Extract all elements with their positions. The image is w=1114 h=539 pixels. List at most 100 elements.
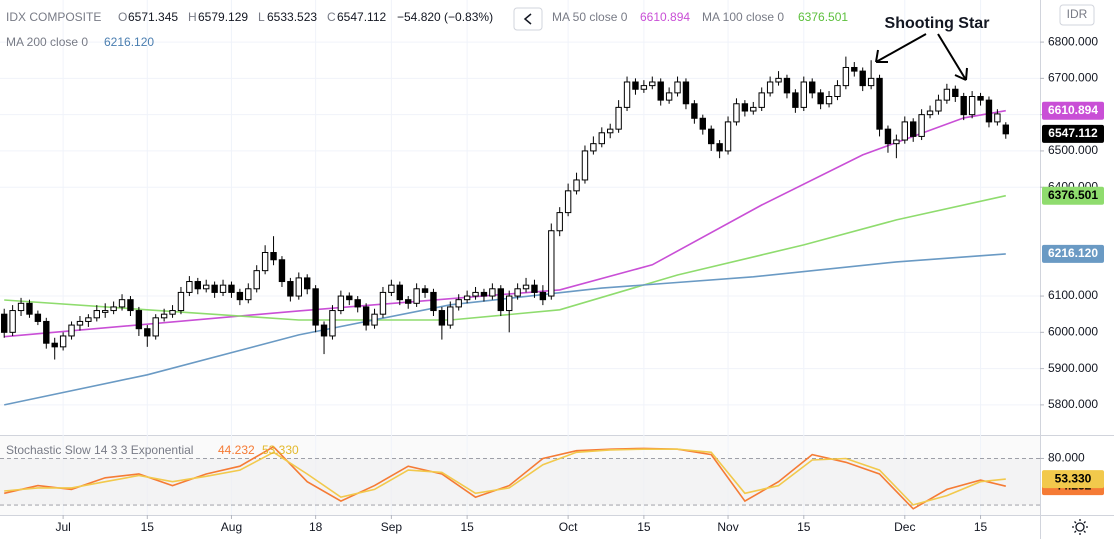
candle-body: [135, 310, 143, 330]
candle-body: [228, 284, 235, 293]
candle-body: [497, 288, 504, 312]
moving-average: [4, 253, 1006, 406]
candle-body: [716, 143, 723, 152]
candle-body: [463, 295, 471, 301]
candle-body: [674, 81, 681, 94]
candle-body: [160, 313, 168, 319]
arrow: [937, 33, 968, 81]
candle-body: [851, 66, 858, 72]
candle-body: [985, 99, 993, 123]
y-tick-label: 5900.000: [1048, 361, 1098, 375]
header: IDX COMPOSITE O 6571.345 H 6579.129 L 65…: [6, 7, 848, 457]
candle-body: [413, 288, 420, 304]
candle-body: [203, 284, 210, 290]
candle-body: [127, 299, 134, 312]
candle-body: [43, 320, 50, 344]
candle-body: [59, 335, 67, 348]
candle-body: [329, 310, 336, 337]
y-tick-label: 6700.000: [1048, 71, 1098, 85]
ohlc-label: O: [118, 10, 127, 24]
candle-body: [489, 288, 496, 297]
collapse-icon: [523, 13, 532, 25]
candle-body: [775, 77, 782, 83]
currency-button[interactable]: [1059, 4, 1095, 26]
candle-body: [842, 66, 850, 87]
candle-body: [219, 284, 227, 293]
candle-body: [531, 284, 538, 293]
candle-body: [783, 77, 791, 94]
candle-body: [68, 324, 75, 337]
candle-body: [910, 121, 917, 137]
candle-body: [590, 143, 597, 152]
candle-body: [506, 295, 513, 312]
annotation-arrows: [875, 33, 968, 81]
candle-body: [169, 310, 176, 315]
candle-body: [26, 302, 33, 315]
gear-hub: [1075, 522, 1085, 532]
ohlc-value: 6533.523: [267, 10, 317, 24]
ma-badge: [1042, 244, 1104, 263]
gear-teeth: [1072, 519, 1088, 535]
candle-body: [354, 299, 361, 308]
candle-body: [177, 291, 185, 312]
candle-body: [741, 103, 749, 112]
candle-body: [245, 288, 252, 301]
candle-body: [76, 320, 84, 326]
candle-body: [388, 284, 395, 293]
candle-body: [118, 299, 126, 308]
candle-body: [867, 77, 875, 87]
ma-legend-value: 6216.120: [104, 35, 154, 49]
candle-body: [564, 190, 572, 214]
ma-legend-value: 6610.894: [640, 10, 690, 24]
candle-body: [1002, 124, 1009, 135]
ma-badge-label: 6376.501: [1048, 188, 1098, 202]
candle-body: [430, 291, 437, 312]
candle-body: [926, 110, 934, 116]
candle-body: [994, 113, 1001, 123]
candle-body: [346, 295, 353, 301]
candle-body: [236, 291, 244, 301]
candle-body: [758, 92, 765, 108]
candle-body: [51, 342, 58, 348]
candle-body: [665, 92, 673, 101]
candle-body: [876, 77, 883, 130]
candle-body: [640, 85, 648, 90]
x-tick-label: Aug: [221, 520, 242, 534]
arrow: [875, 33, 927, 63]
candle-body: [708, 128, 715, 145]
indicator-badge: [1042, 470, 1104, 489]
candle-body: [152, 317, 159, 337]
candle-body: [977, 96, 984, 101]
ohlc-label: H: [188, 10, 197, 24]
candle-body: [682, 81, 690, 105]
settings-icon[interactable]: [1072, 519, 1088, 535]
candle-body: [632, 81, 639, 90]
y-tick-label: 6000.000: [1048, 324, 1098, 338]
collapse-button[interactable]: [513, 7, 543, 31]
x-tick-label: Sep: [381, 520, 403, 534]
moving-average: [4, 194, 1006, 321]
candle-body: [825, 96, 833, 105]
candle-body: [800, 81, 807, 108]
indicator-value: 44.232: [218, 443, 255, 457]
candle-body: [110, 306, 117, 312]
candle-body: [396, 284, 403, 301]
candle-body: [514, 288, 521, 297]
y-tick-label: 6100.000: [1048, 288, 1098, 302]
candle-body: [649, 81, 656, 87]
x-tick-label: Jul: [55, 520, 70, 534]
candle-body: [455, 299, 462, 308]
y-tick-label: 6500.000: [1048, 143, 1098, 157]
candle-body: [17, 302, 25, 312]
x-tick-label: 15: [974, 520, 988, 534]
candle-body: [93, 310, 100, 319]
candle-body: [733, 103, 740, 123]
annotation: Shooting Star: [885, 15, 990, 32]
ma-badge: [1042, 101, 1104, 120]
candle-body: [304, 277, 311, 290]
candle-body: [548, 230, 555, 297]
x-tick-label: 18: [309, 520, 323, 534]
x-tick-label: 15: [141, 520, 155, 534]
candle-body: [337, 295, 345, 312]
